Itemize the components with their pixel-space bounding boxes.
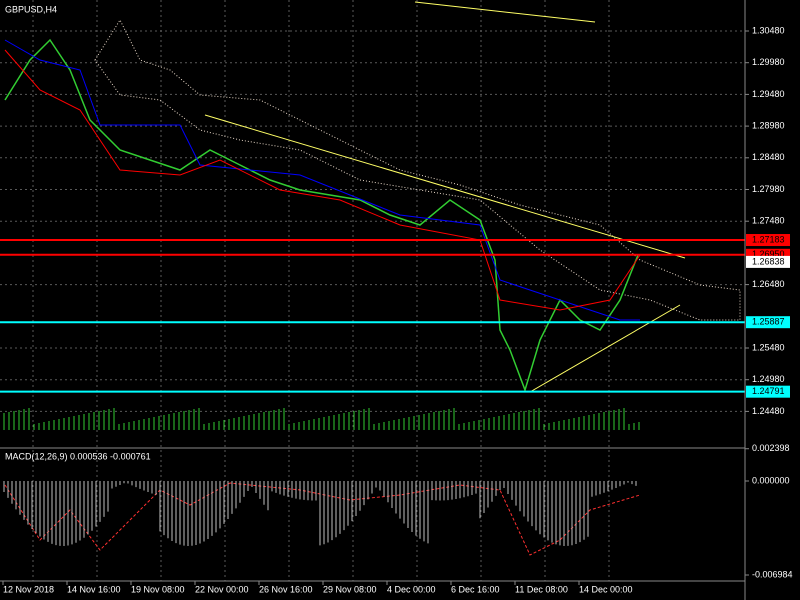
level-tag bbox=[746, 255, 790, 268]
macd-label: MACD(12,26,9) 0.000536 -0.000761 bbox=[5, 451, 151, 461]
macd-tick-label: 0.002398 bbox=[752, 443, 790, 453]
symbol-label: GBPUSD,H4 bbox=[5, 4, 57, 14]
level-tag bbox=[746, 316, 790, 329]
time-tick-label: 6 Dec 16:00 bbox=[451, 584, 500, 594]
time-tick-label: 12 Nov 2018 bbox=[3, 584, 54, 594]
time-tick-label: 26 Nov 16:00 bbox=[259, 584, 313, 594]
level-label: 1.25887 bbox=[752, 317, 785, 327]
kijun-line bbox=[4, 39, 640, 321]
trend-line bbox=[414, 1, 596, 23]
macd-tick-label: 0.000000 bbox=[752, 475, 790, 485]
price-tick-label: 1.24480 bbox=[752, 406, 785, 416]
price-tick-label: 1.25480 bbox=[752, 342, 785, 352]
level-label: 1.26838 bbox=[752, 256, 785, 266]
time-tick-label: 22 Nov 00:00 bbox=[195, 584, 249, 594]
price-tick-label: 1.29480 bbox=[752, 89, 785, 99]
price-tick-label: 1.28480 bbox=[752, 152, 785, 162]
price-tick-label: 1.27480 bbox=[752, 216, 785, 226]
level-label: 1.24791 bbox=[752, 386, 785, 396]
price-tick-label: 1.26480 bbox=[752, 279, 785, 289]
time-tick-label: 14 Dec 00:00 bbox=[579, 584, 633, 594]
price-tick-label: 1.30480 bbox=[752, 25, 785, 35]
trend-line bbox=[529, 304, 681, 393]
time-tick-label: 19 Nov 08:00 bbox=[131, 584, 185, 594]
time-tick-label: 29 Nov 08:00 bbox=[323, 584, 377, 594]
time-tick-label: 11 Dec 08:00 bbox=[515, 584, 568, 594]
level-label: 1.27183 bbox=[752, 234, 785, 244]
level-label: 1.26950 bbox=[752, 249, 785, 259]
tenkan-line bbox=[4, 49, 641, 311]
time-tick-label: 4 Dec 00:00 bbox=[387, 584, 436, 594]
time-tick-label: 14 Nov 16:00 bbox=[67, 584, 121, 594]
axes: 1.30480 1.29980 1.29480 1.28980 1.28480 1.279… bbox=[2, 25, 793, 594]
macd-tick-label: -0.006984 bbox=[752, 569, 793, 579]
price-tick-label: 1.27980 bbox=[752, 184, 785, 194]
price-tick-label: 1.29980 bbox=[752, 57, 785, 67]
levels bbox=[0, 239, 745, 393]
price-line bbox=[4, 38, 639, 393]
level-tag bbox=[746, 385, 790, 398]
price-tick-label: 1.24980 bbox=[752, 374, 785, 384]
price-tick-label: 1.28980 bbox=[752, 120, 785, 130]
level-tag bbox=[746, 234, 790, 247]
trend-line bbox=[204, 114, 686, 259]
